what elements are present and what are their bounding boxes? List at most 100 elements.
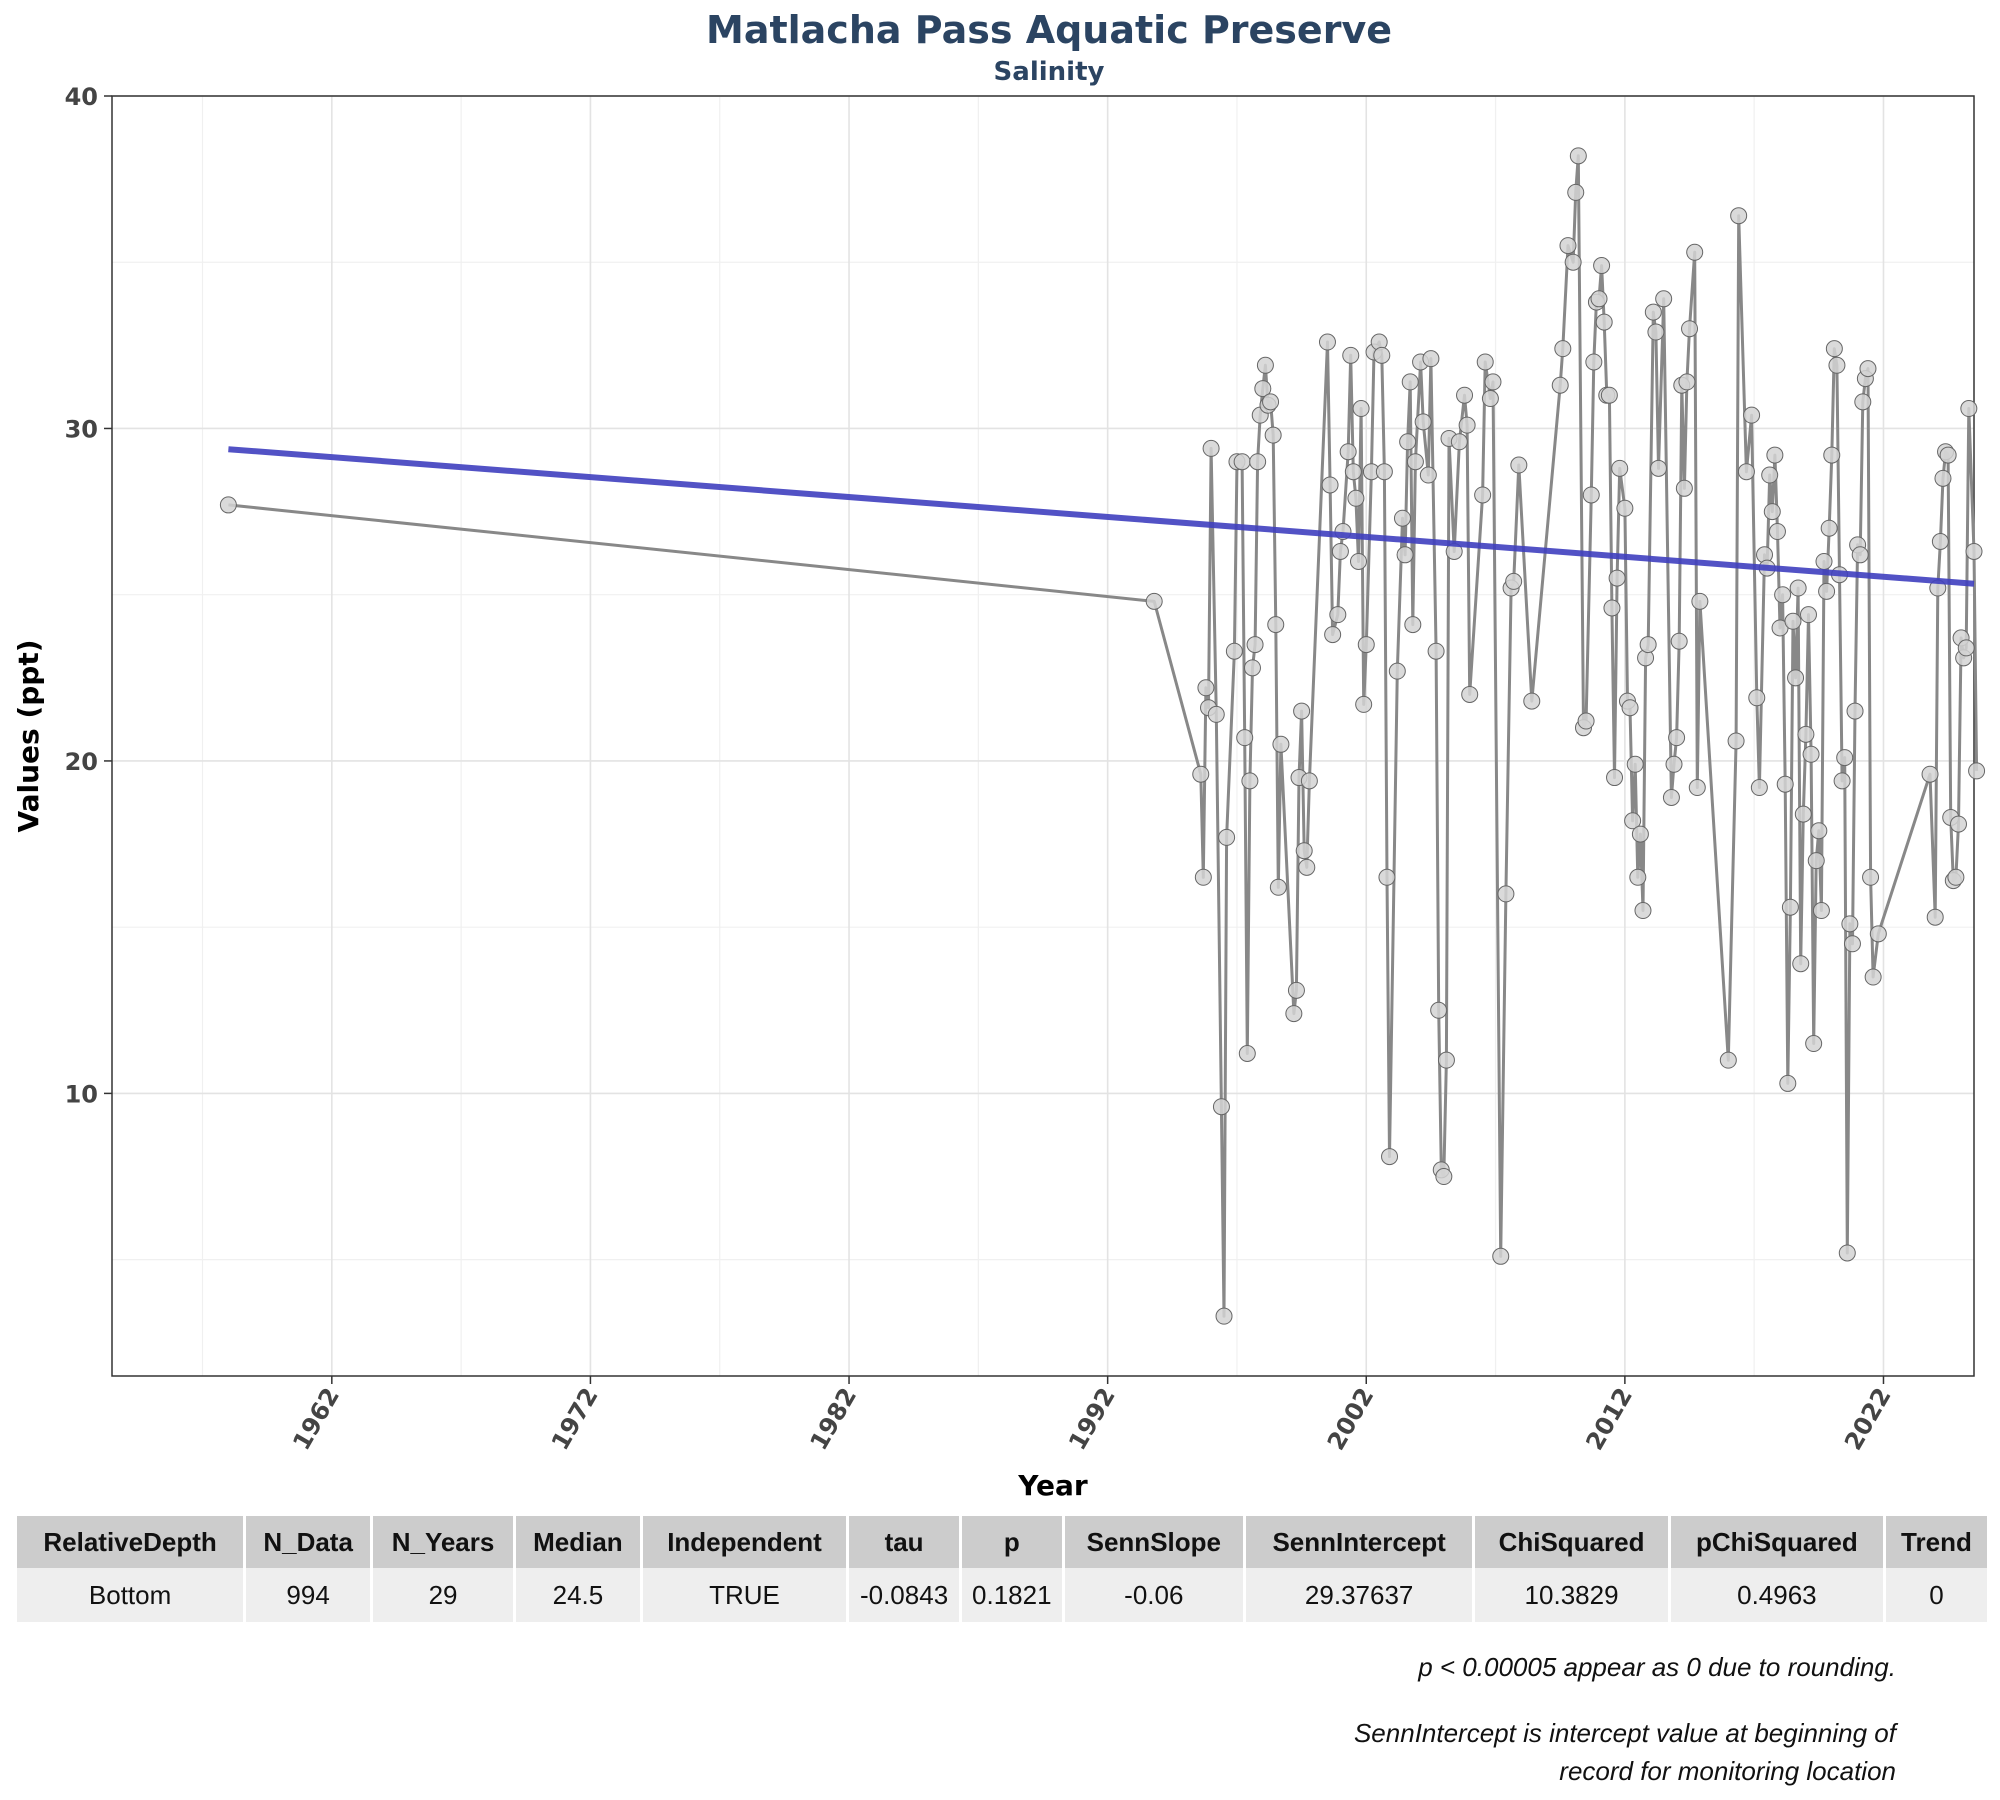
data-point	[1926, 908, 1944, 926]
data-point	[1254, 380, 1272, 398]
data-point	[1435, 1168, 1453, 1186]
data-point	[1931, 533, 1949, 551]
data-point	[1779, 1074, 1797, 1092]
data-point	[1551, 376, 1569, 394]
data-point	[1267, 616, 1285, 634]
data-point	[1476, 353, 1494, 371]
data-point	[1616, 499, 1634, 517]
stats-table: RelativeDepth N_Data N_Years Median Independ…	[14, 1516, 1990, 1622]
x-tick-label: 2022	[1839, 1383, 1897, 1455]
table-header-cell: Independent	[642, 1516, 847, 1568]
data-point	[1781, 898, 1799, 916]
data-point	[1934, 469, 1952, 487]
data-point	[1582, 486, 1600, 504]
data-point	[1492, 1247, 1510, 1265]
data-point	[1192, 765, 1210, 783]
salinity-chart: Matlacha Pass Aquatic Preserve Salinity …	[12, 8, 1986, 1500]
data-point	[1404, 616, 1422, 634]
data-point	[1784, 612, 1802, 630]
x-tick-label: 2012	[1580, 1383, 1638, 1455]
data-point	[1396, 546, 1414, 564]
data-point	[1624, 812, 1642, 830]
table-cell: 994	[246, 1568, 371, 1622]
data-point	[1458, 416, 1476, 434]
table-cell: 0.1821	[962, 1568, 1062, 1622]
data-point	[1554, 340, 1572, 358]
table-cell: -0.06	[1064, 1568, 1244, 1622]
table-header-cell: SennIntercept	[1246, 1516, 1473, 1568]
data-point	[1836, 749, 1854, 767]
data-point	[1686, 243, 1704, 261]
data-point	[1600, 386, 1618, 404]
data-point	[1743, 406, 1761, 424]
data-point	[1197, 679, 1215, 697]
data-point	[1631, 825, 1649, 843]
data-point	[1414, 413, 1432, 431]
data-point	[1828, 356, 1846, 374]
axis-layer: 10 20 30 40 1962 1972 1982 1992 2002 2012 2022	[65, 83, 1897, 1455]
table-body: Bottom 994 29 24.5 TRUE -0.0843 0.1821 -0.06 29.…	[17, 1568, 1987, 1622]
data-point	[1606, 769, 1624, 787]
data-point	[1841, 915, 1859, 933]
data-point	[1202, 439, 1220, 457]
data-point	[1639, 636, 1657, 654]
data-point	[1965, 542, 1983, 560]
data-point	[1569, 147, 1587, 165]
table-header-cell: N_Data	[246, 1516, 371, 1568]
data-point	[1939, 446, 1957, 464]
data-point	[1797, 725, 1815, 743]
x-tick-label: 1962	[287, 1383, 345, 1455]
table-header-cell: pChiSquared	[1670, 1516, 1883, 1568]
y-tick-label: 40	[65, 83, 98, 111]
table-row: Bottom 994 29 24.5 TRUE -0.0843 0.1821 -0.06 29.…	[17, 1568, 1987, 1622]
y-tick-label: 20	[65, 748, 98, 776]
data-point	[1342, 346, 1360, 364]
data-point	[1262, 393, 1280, 411]
data-point	[1461, 685, 1479, 703]
rounding-note: p < 0.00005 appear as 0 due to rounding.	[1418, 1648, 1896, 1686]
data-point	[1608, 569, 1626, 587]
data-point	[1794, 805, 1812, 823]
data-point	[1799, 606, 1817, 624]
data-point	[1422, 350, 1440, 368]
table-cell: Bottom	[17, 1568, 244, 1622]
table-cell: 29.37637	[1246, 1568, 1473, 1622]
data-point	[1293, 702, 1311, 720]
table-header-cell: RelativeDepth	[17, 1516, 244, 1568]
data-point	[1241, 772, 1259, 790]
data-point	[1668, 729, 1686, 747]
data-point	[1766, 446, 1784, 464]
data-point	[1854, 393, 1872, 411]
data-point	[1344, 463, 1362, 481]
table-header-cell: SennSlope	[1064, 1516, 1244, 1568]
data-point	[1593, 257, 1611, 275]
data-point	[219, 496, 237, 514]
table-header-cell: Trend	[1885, 1516, 1987, 1568]
table-header-cell: tau	[849, 1516, 960, 1568]
data-point	[1264, 426, 1282, 444]
table-header-cell: Median	[515, 1516, 640, 1568]
y-tick-label: 10	[65, 1080, 98, 1108]
x-tick-label: 1982	[805, 1383, 863, 1455]
data-point	[1833, 772, 1851, 790]
y-tick-label: 30	[65, 415, 98, 443]
chart-title: Matlacha Pass Aquatic Preserve	[706, 8, 1392, 52]
data-point	[1665, 755, 1683, 773]
series-line	[228, 154, 1979, 1318]
table-cell: TRUE	[642, 1568, 847, 1622]
data-point	[1595, 313, 1613, 331]
data-point	[1388, 662, 1406, 680]
data-point	[1474, 486, 1492, 504]
data-point	[1825, 340, 1843, 358]
data-point	[1815, 552, 1833, 570]
data-point	[1505, 572, 1523, 590]
data-point	[1218, 828, 1236, 846]
data-point	[1789, 579, 1807, 597]
data-point	[1649, 459, 1667, 477]
x-tick-label: 2002	[1322, 1383, 1380, 1455]
data-point	[1626, 755, 1644, 773]
table-header-cell: N_Years	[373, 1516, 513, 1568]
data-point	[1947, 868, 1965, 886]
data-point	[1375, 463, 1393, 481]
data-point	[1456, 386, 1474, 404]
